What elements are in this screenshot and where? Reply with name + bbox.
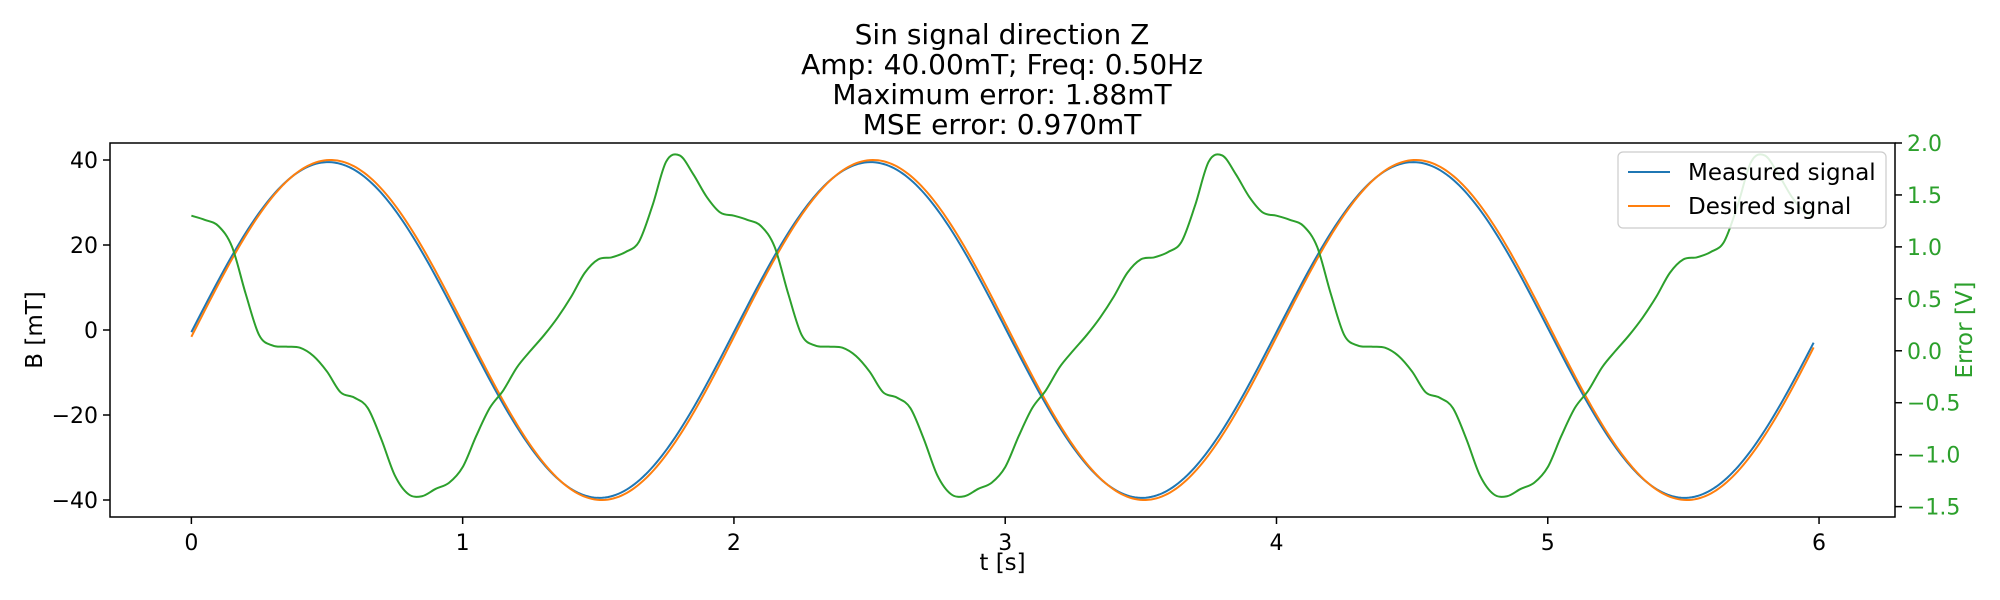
y-tick-label: 40 — [70, 149, 98, 174]
y-tick-label: 20 — [70, 234, 98, 259]
chart-title-line: Maximum error: 1.88mT — [832, 78, 1172, 111]
chart-title-line: Amp: 40.00mT; Freq: 0.50Hz — [801, 48, 1203, 81]
measured-signal-line — [190, 161, 1815, 499]
y-tick-label: −40 — [52, 489, 98, 514]
y2-tick-label: −0.5 — [1907, 392, 1960, 417]
y2-axis-label: Error [V] — [1952, 281, 1978, 378]
y2-tick-label: 2.0 — [1907, 132, 1942, 157]
x-tick-label: 4 — [1269, 531, 1283, 556]
x-tick-label: 3 — [998, 531, 1012, 556]
legend-box — [1617, 151, 1887, 229]
y2-tick-label: 1.0 — [1907, 236, 1942, 261]
plot-area — [190, 153, 1815, 502]
x-tick-label: 2 — [727, 531, 741, 556]
y2-tick-label: −1.0 — [1907, 444, 1960, 469]
x-tick-label: 6 — [1812, 531, 1826, 556]
y-tick-label: 0 — [84, 319, 98, 344]
x-tick-label: 5 — [1541, 531, 1555, 556]
y2-tick-label: 1.5 — [1907, 184, 1942, 209]
x-tick-label: 1 — [456, 531, 470, 556]
chart-title-line: Sin signal direction Z — [855, 18, 1150, 51]
y2-tick-label: −1.5 — [1907, 496, 1960, 521]
error-line — [191, 153, 1814, 498]
legend: Measured signal Desired signal — [1617, 151, 1887, 229]
y-tick-label: −20 — [52, 404, 98, 429]
y2-tick-label: 0.0 — [1907, 340, 1942, 365]
desired-signal-line — [190, 158, 1815, 502]
x-tick-label: 0 — [184, 531, 198, 556]
legend-label-desired: Desired signal — [1688, 194, 1851, 220]
chart-title-line: MSE error: 0.970mT — [863, 108, 1143, 141]
legend-label-measured: Measured signal — [1688, 160, 1876, 186]
y-axis-label: B [mT] — [22, 291, 48, 369]
y2-tick-label: 0.5 — [1907, 288, 1942, 313]
axes: 0 1 2 3 4 5 6 −40 −20 0 20 40 −1.5 −1.0 −0.5 0.0 0.5 1.0 1… — [22, 132, 1978, 576]
x-axis-label: t [s] — [979, 550, 1025, 576]
